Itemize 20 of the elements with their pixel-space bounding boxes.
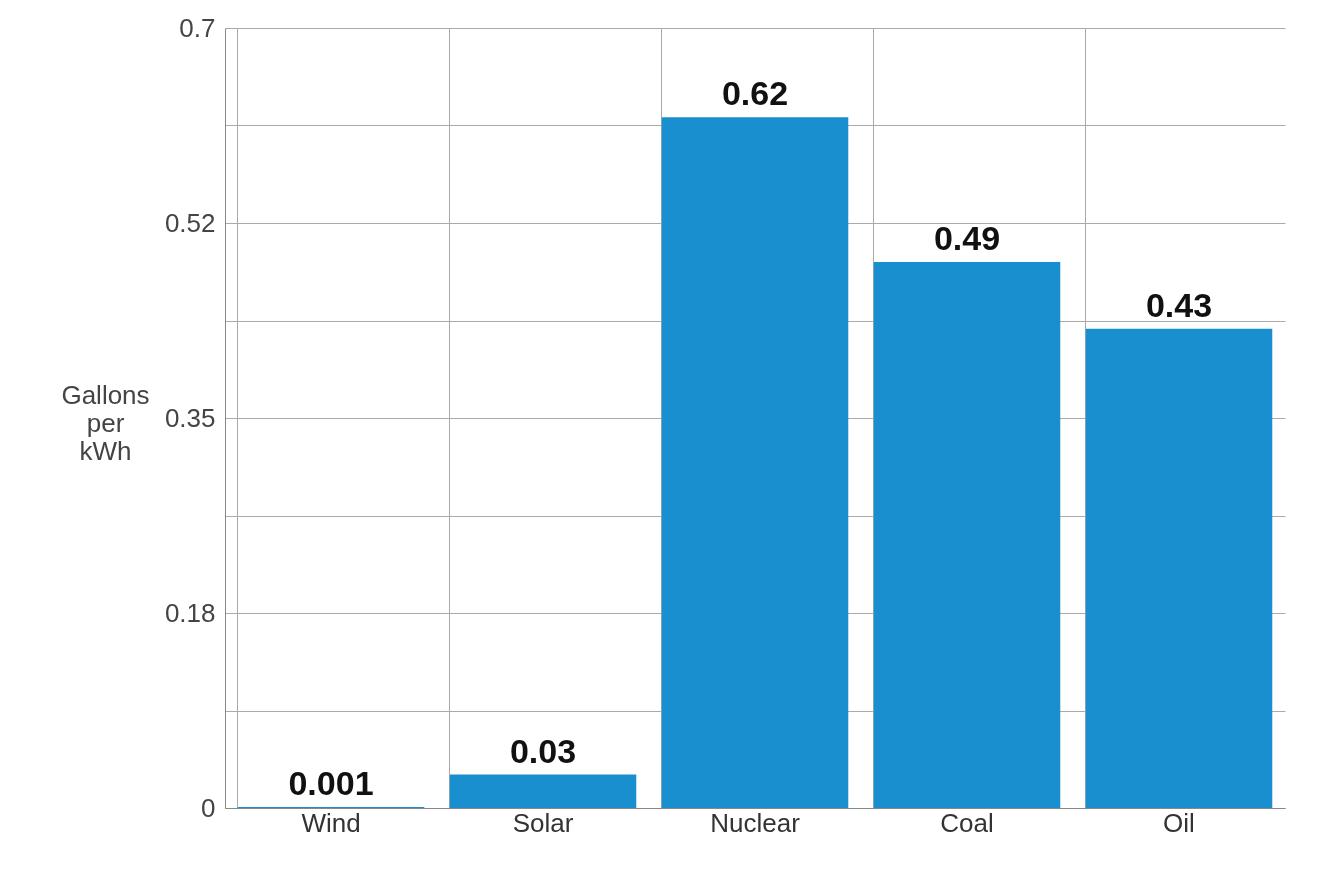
data-label: 0.43: [1145, 285, 1213, 324]
y-axis-title: Gallons per kWh: [61, 379, 150, 466]
bar: [1085, 328, 1273, 808]
data-label: 0.62: [721, 74, 789, 113]
x-tick-label: Solar: [512, 807, 574, 838]
data-label: 0.03: [509, 731, 577, 770]
y-tick-label: 0.7: [179, 12, 216, 43]
x-tick-label: Oil: [1163, 807, 1195, 838]
y-tick-label: 0: [201, 792, 216, 823]
x-tick-label: Coal: [940, 807, 994, 838]
y-tick-label: 0.52: [164, 207, 216, 238]
data-label: 0.49: [933, 219, 1001, 257]
bar: [449, 774, 637, 808]
bar: [873, 262, 1061, 808]
data-label: 0.001: [288, 763, 374, 802]
y-tick-label: 0.18: [164, 597, 216, 628]
x-tick-label: Wind: [301, 807, 361, 838]
bar: [661, 117, 849, 808]
y-tick-label: 0.35: [164, 402, 216, 433]
x-tick-label: Nuclear: [710, 807, 801, 838]
